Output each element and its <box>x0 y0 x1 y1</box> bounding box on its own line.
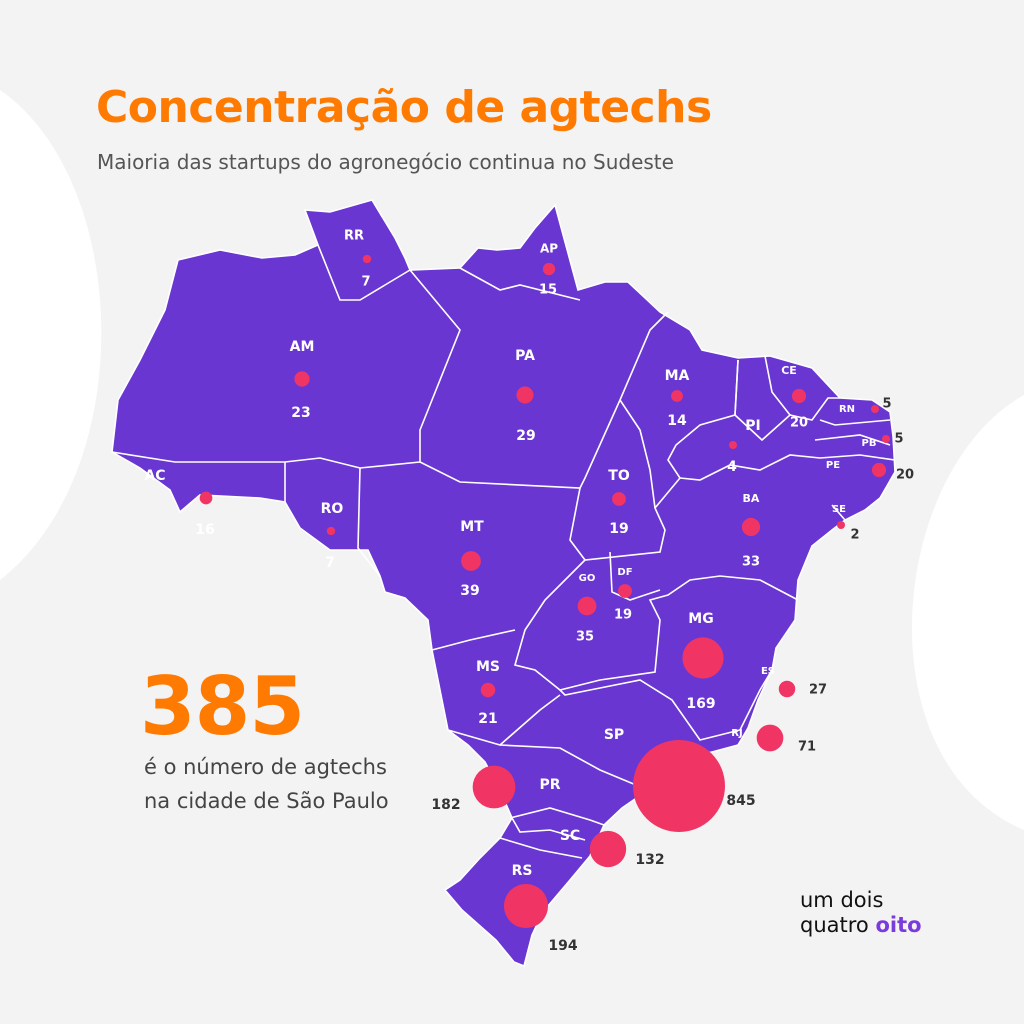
bubble-pr <box>472 765 516 809</box>
state-borders <box>111 244 896 859</box>
bubble-pb <box>882 435 890 443</box>
state-count-df: 19 <box>614 608 632 623</box>
label-layer: RR 7 AP 15 AM 23 PA 29 MA 14 CE 20 RN 5 PB 5 PE 20 PI 4 AC 16… <box>144 229 914 955</box>
state-label-mt: MT <box>460 519 484 535</box>
bubble-ms <box>480 682 496 698</box>
bubble-es <box>778 680 796 698</box>
state-label-ro: RO <box>321 501 344 517</box>
state-count-sc: 132 <box>635 852 664 868</box>
state-count-es: 27 <box>809 683 827 698</box>
state-count-pb: 5 <box>894 432 903 447</box>
bubble-ba <box>741 517 761 537</box>
bubble-go <box>577 596 597 616</box>
bubble-df <box>618 584 632 598</box>
state-label-sp: SP <box>604 727 624 743</box>
page-title: Concentração de agtechs <box>96 82 712 133</box>
state-label-se: SE <box>832 504 846 515</box>
page-subtitle: Maioria das startups do agronegócio cont… <box>97 150 674 174</box>
state-count-ac: 16 <box>195 522 214 538</box>
state-count-ro: 7 <box>325 555 335 571</box>
state-count-ba: 33 <box>742 555 760 570</box>
state-count-mg: 169 <box>686 696 715 712</box>
bubble-sp <box>633 740 725 832</box>
state-count-rj: 71 <box>798 740 816 755</box>
state-count-go: 35 <box>576 630 594 645</box>
state-label-pe: PE <box>826 460 840 471</box>
state-label-rj: RJ <box>731 728 742 739</box>
bubble-sc <box>589 830 627 868</box>
state-label-ce: CE <box>781 364 797 377</box>
bubble-mg <box>682 637 724 679</box>
state-count-pe: 20 <box>896 468 914 483</box>
logo-line-1: um dois <box>800 888 884 912</box>
bubble-se <box>837 521 845 529</box>
state-count-rs: 194 <box>548 938 577 954</box>
state-count-pi: 4 <box>727 459 737 475</box>
state-count-ma: 14 <box>667 413 687 429</box>
state-label-go: GO <box>579 573 596 584</box>
bubble-mt <box>461 551 481 571</box>
state-count-rn: 5 <box>882 397 891 412</box>
bubble-ce <box>791 388 807 404</box>
state-count-sp: 845 <box>726 793 755 809</box>
logo-word-quatro: quatro <box>800 913 869 937</box>
state-label-es: ES <box>761 666 775 677</box>
logo-word-oito: oito <box>875 913 922 937</box>
state-label-ap: AP <box>540 242 558 256</box>
state-count-to: 19 <box>609 521 628 537</box>
logo: um dois quatro oito <box>800 888 922 938</box>
state-count-ap: 15 <box>539 283 557 298</box>
stat-description: é o número de agtechs na cidade de São P… <box>144 755 389 813</box>
state-label-pa: PA <box>515 348 535 364</box>
state-label-rn: RN <box>839 404 855 415</box>
state-count-ce: 20 <box>790 416 808 431</box>
bubble-ac <box>199 491 213 505</box>
bubble-rr <box>362 254 372 264</box>
state-label-to: TO <box>608 468 630 484</box>
state-label-ma: MA <box>665 368 690 384</box>
bubble-ap <box>542 262 556 276</box>
bubble-am <box>294 371 310 387</box>
state-label-ac: AC <box>144 468 165 484</box>
state-label-pi: PI <box>745 418 760 434</box>
state-label-pb: PB <box>862 438 877 449</box>
bubble-rs <box>503 883 549 929</box>
bubble-to <box>612 492 626 506</box>
state-label-rs: RS <box>512 863 533 879</box>
state-count-se: 2 <box>850 528 859 543</box>
state-label-mg: MG <box>688 611 713 627</box>
bubble-rj <box>756 724 784 752</box>
state-count-am: 23 <box>291 405 310 421</box>
state-count-pr: 182 <box>431 797 460 813</box>
bubble-layer <box>199 254 890 929</box>
state-count-rr: 7 <box>361 275 370 290</box>
state-label-ms: MS <box>476 659 500 675</box>
state-label-df: DF <box>617 567 632 578</box>
state-count-mt: 39 <box>460 583 479 599</box>
bubble-ma <box>671 390 683 402</box>
bubble-ro <box>326 526 336 536</box>
bubble-pa <box>516 386 534 404</box>
bubble-pi <box>729 441 737 449</box>
stat-number: 385 <box>140 660 305 753</box>
bubble-pe <box>871 462 887 478</box>
state-count-ms: 21 <box>478 711 497 727</box>
state-label-ba: BA <box>743 492 760 505</box>
state-label-rr: RR <box>344 229 364 244</box>
state-count-pa: 29 <box>516 428 535 444</box>
bubble-rn <box>871 405 879 413</box>
state-label-pr: PR <box>539 777 560 793</box>
brazil-outline <box>111 199 896 968</box>
state-label-am: AM <box>290 339 315 355</box>
state-label-sc: SC <box>560 828 580 844</box>
